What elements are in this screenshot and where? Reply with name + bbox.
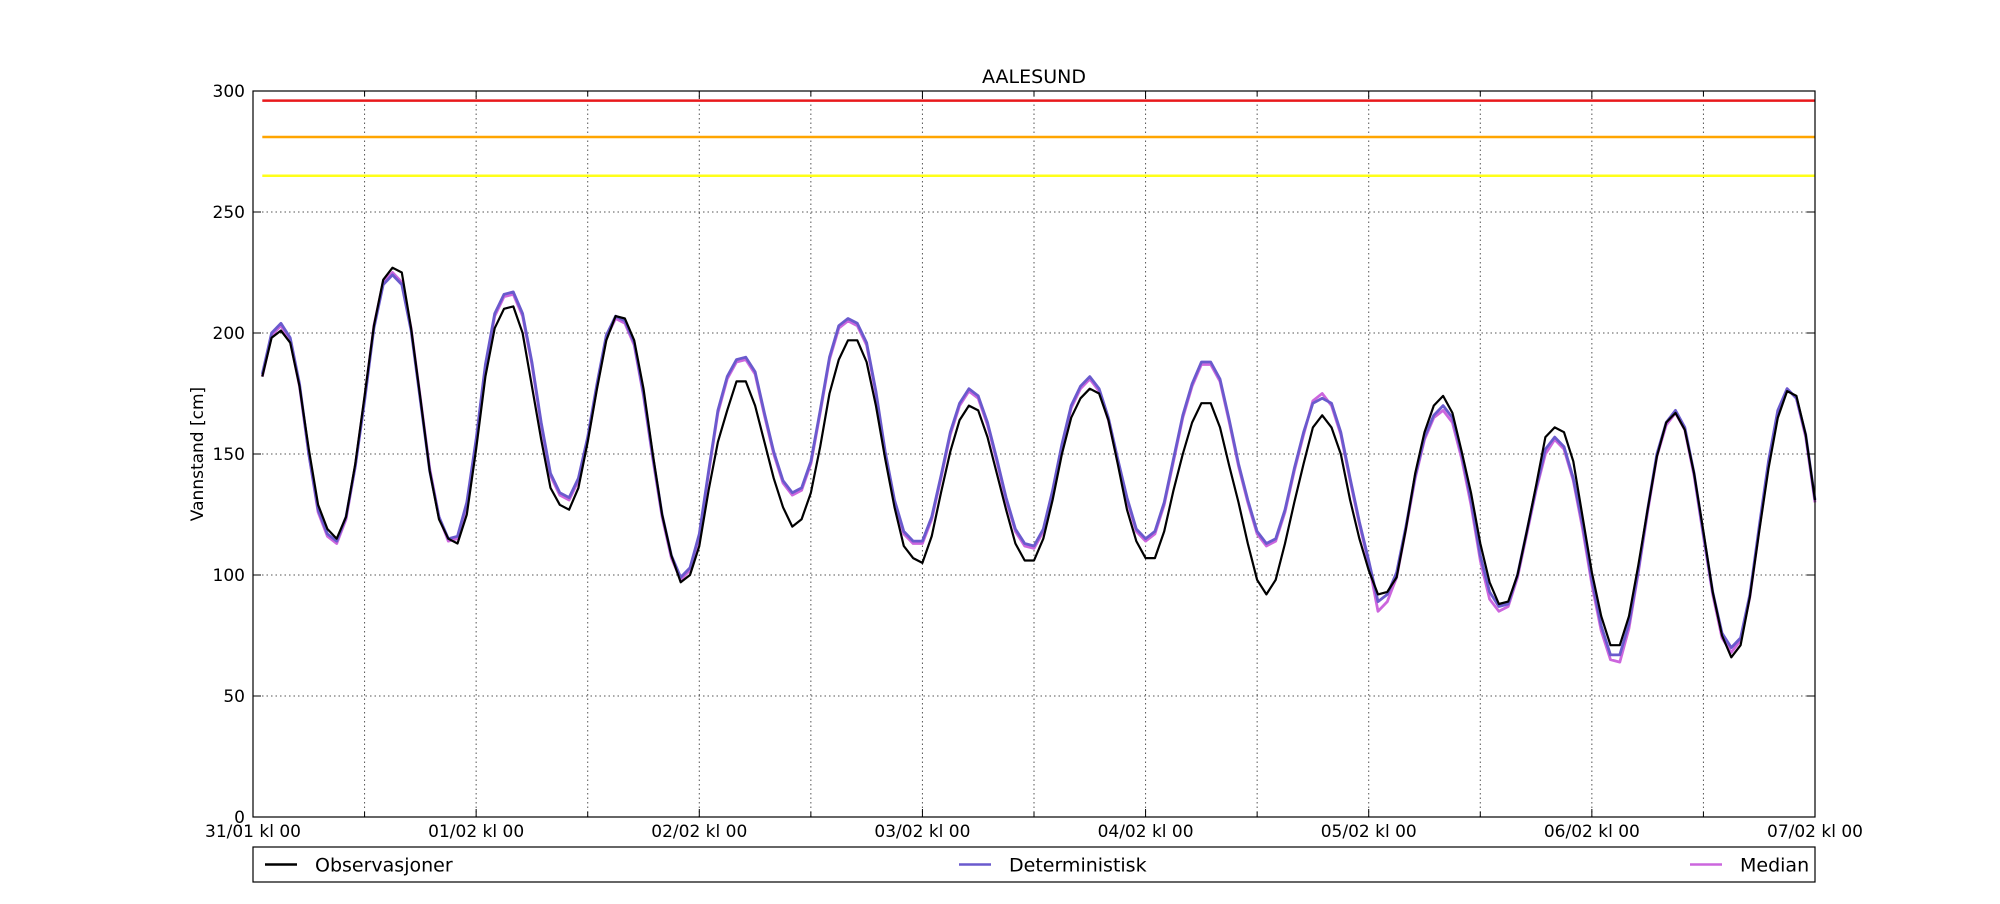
x-tick-label: 01/02 kl 00 [428,822,524,842]
y-axis-label: Vannstand [cm] [188,387,208,521]
x-tick-label: 07/02 kl 00 [1767,822,1863,842]
series-line-deterministisk [260,273,1817,657]
x-tick-label: 06/02 kl 00 [1544,822,1640,842]
threshold-layer [262,99,1815,177]
x-tick-label: 31/01 kl 00 [205,822,301,842]
x-tick-label: 03/02 kl 00 [874,822,970,842]
y-tick-label: 0 [234,808,245,828]
series-line-observasjoner [261,266,1817,659]
y-tick-label: 250 [213,203,245,223]
y-tick-label: 150 [213,445,245,465]
grid-layer [253,91,1815,817]
y-tick-label: 200 [213,324,245,344]
legend: Observasjoner Deterministisk Median [252,846,1816,883]
x-tick-label: 05/02 kl 00 [1321,822,1417,842]
x-tick-label: 04/02 kl 00 [1098,822,1194,842]
tick-layer: 0 50 100 150 200 250 300 31/01 kl 00 01/02 kl 00… [205,82,1863,842]
y-tick-label: 100 [213,566,245,586]
legend-label: Deterministisk [1009,855,1147,877]
chart-title: AALESUND [982,66,1086,88]
legend-frame [252,846,1816,883]
x-tick-label: 02/02 kl 00 [651,822,747,842]
series-layer [260,266,1817,664]
y-tick-label: 50 [223,687,245,707]
legend-label: Median [1740,855,1809,877]
y-tick-label: 300 [213,82,245,102]
legend-label: Observasjoner [315,855,453,877]
